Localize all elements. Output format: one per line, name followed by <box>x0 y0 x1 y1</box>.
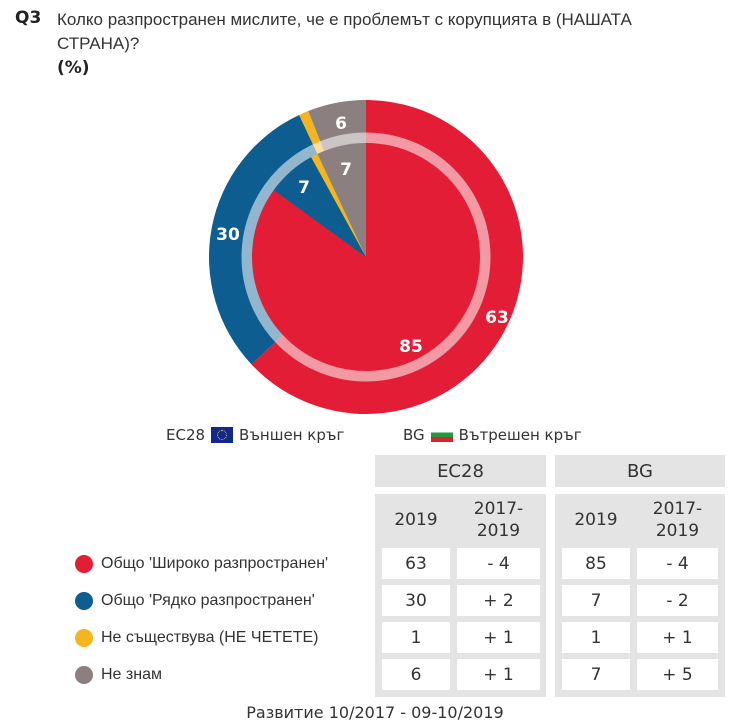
question-label: Q3 <box>15 8 42 28</box>
cell-bg-2019: 7 <box>562 585 630 616</box>
cell-bg-2019: 85 <box>562 548 630 579</box>
inner-slice-3 <box>317 143 366 257</box>
pie-value-label: 7 <box>340 160 352 180</box>
legend-outer-ring: ЕС28 Външен кръг <box>166 426 344 444</box>
cell-bg-change: + 1 <box>637 622 718 653</box>
cell-ec28-change: + 2 <box>457 585 540 616</box>
legend-inner-label: Вътрешен кръг <box>458 426 582 444</box>
legend-inner-code: BG <box>403 426 425 444</box>
legend-row-label: Общо 'Широко разпространен' <box>101 555 329 572</box>
legend-row-1: Общо 'Рядко разпространен' <box>75 586 315 616</box>
cell-ec28-change: + 1 <box>457 622 540 653</box>
cell-ec28-2019: 1 <box>382 622 450 653</box>
pie-value-label: 30 <box>216 225 240 245</box>
cell-bg-change: - 4 <box>637 548 718 579</box>
col-bg-change: 2017- 2019 <box>652 499 703 541</box>
cell-ec28-2019: 30 <box>382 585 450 616</box>
inner-slice-2 <box>311 153 366 257</box>
cell-ec28-2019: 63 <box>382 548 450 579</box>
question-text: Колко разпространен мислите, че е пробле… <box>57 10 632 53</box>
col-bg-2019: 2019 <box>574 510 618 530</box>
inner-pie-bg <box>252 143 480 371</box>
legend-row-2: Не съществува (НЕ ЧЕТЕТЕ) <box>75 623 318 653</box>
cell-bg-change: + 5 <box>637 659 718 690</box>
cell-ec28-change: - 4 <box>457 548 540 579</box>
legend-row-label: Общо 'Рядко разпространен' <box>101 592 315 609</box>
col-ec28-change: 2017- 2019 <box>473 499 524 541</box>
inner-separator-ring <box>241 132 491 382</box>
pie-value-label: 85 <box>399 337 423 357</box>
cell-ec28-change: + 1 <box>457 659 540 690</box>
cell-bg-change: - 2 <box>637 585 718 616</box>
legend-row-0: Общо 'Широко разпространен' <box>75 549 328 579</box>
legend-row-3: Не знам <box>75 660 162 690</box>
legend-dot-icon <box>75 555 93 573</box>
cell-bg-2019: 1 <box>562 622 630 653</box>
footer-note: Развитие 10/2017 - 09-10/2019 <box>246 703 504 722</box>
legend-outer-label: Външен кръг <box>239 426 345 444</box>
group-header-bg: BG <box>555 455 725 487</box>
legend-outer-code: ЕС28 <box>166 426 206 444</box>
legend-row-label: Не съществува (НЕ ЧЕТЕТЕ) <box>101 629 319 646</box>
pie-value-label: 63 <box>485 308 509 328</box>
col-ec28-2019: 2019 <box>394 510 438 530</box>
cell-ec28-2019: 6 <box>382 659 450 690</box>
legend-row-label: Не знам <box>101 666 162 683</box>
inner-slice-1 <box>273 157 366 257</box>
pie-value-label: 6 <box>335 114 347 134</box>
pie-labels: 63 30 6 85 7 7 <box>216 114 509 357</box>
legend-dot-icon <box>75 592 93 610</box>
legend-dot-icon <box>75 666 93 684</box>
bg-flag-icon <box>430 428 453 442</box>
pie-chart: 63 30 6 85 7 7 <box>208 100 523 414</box>
question-unit: (%) <box>57 58 90 78</box>
eu-flag-icon <box>211 427 234 443</box>
legend-dot-icon <box>75 629 93 647</box>
cell-bg-2019: 7 <box>562 659 630 690</box>
group-header-ec28: ЕС28 <box>375 455 546 487</box>
legend-inner-ring: BG Вътрешен кръг <box>403 426 582 444</box>
pie-value-label: 7 <box>298 178 310 198</box>
